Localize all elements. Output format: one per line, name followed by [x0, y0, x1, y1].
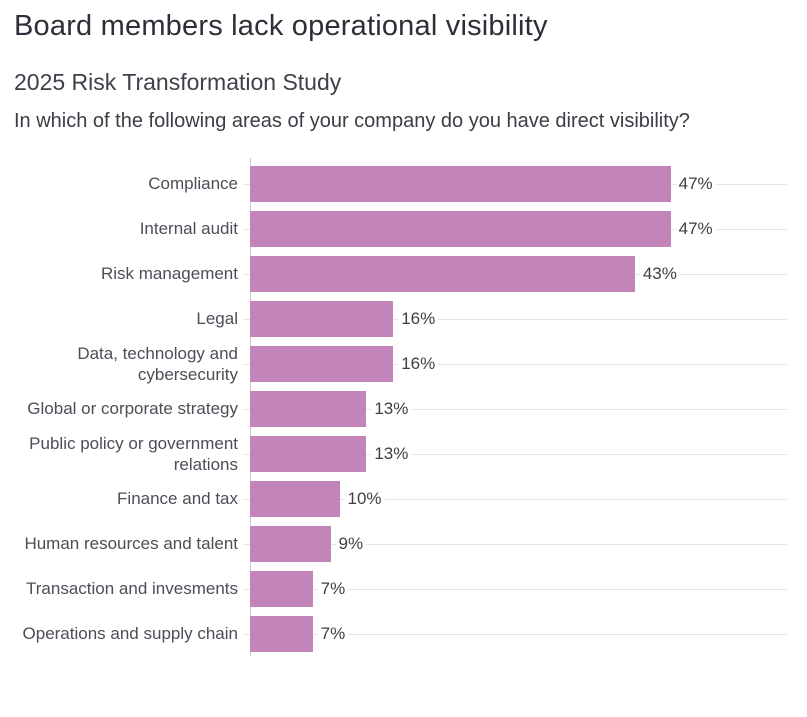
bar [250, 390, 367, 427]
bar [250, 435, 367, 472]
chart-row: Transaction and invesments 7% [0, 566, 807, 611]
category-label: Finance and tax [117, 489, 238, 508]
chart-row: Data, technology and cybersecurity 16% [0, 341, 807, 386]
bar [250, 525, 331, 562]
chart-row: Public policy or government relations 13% [0, 431, 807, 476]
category-label: Internal audit [139, 219, 238, 238]
bar [250, 615, 313, 652]
value-label: 47% [675, 172, 716, 195]
bar [250, 300, 394, 337]
value-label: 10% [344, 487, 385, 510]
gridline [243, 408, 787, 410]
category-label: Compliance [148, 174, 238, 193]
plot-area: 16% [243, 296, 787, 341]
value-label: 13% [371, 442, 412, 465]
gridline [243, 543, 787, 545]
chart-row: Legal 16% [0, 296, 807, 341]
plot-area: 7% [243, 611, 787, 656]
value-label: 7% [317, 622, 349, 645]
value-label: 13% [371, 397, 412, 420]
chart-question: In which of the following areas of your … [14, 110, 690, 132]
gridline [243, 318, 787, 320]
bar [250, 570, 313, 607]
bar [250, 255, 635, 292]
chart-row: Global or corporate strategy 13% [0, 386, 807, 431]
plot-area: 9% [243, 521, 787, 566]
chart-row: Internal audit 47% [0, 206, 807, 251]
chart-header: Board members lack operational visibilit… [0, 0, 807, 136]
plot-area: 47% [243, 206, 787, 251]
plot-area: 10% [243, 476, 787, 521]
chart-row: Compliance 47% [0, 161, 807, 206]
plot-area: 13% [243, 386, 787, 431]
plot-area: 16% [243, 341, 787, 386]
value-label: 43% [639, 262, 680, 285]
bar [250, 345, 394, 382]
gridline [243, 453, 787, 455]
gridline [243, 498, 787, 500]
category-label: Public policy or government relations [29, 433, 238, 474]
bar [250, 210, 671, 247]
category-label: Data, technology and cybersecurity [77, 343, 238, 384]
chart-row: Operations and supply chain 7% [0, 611, 807, 656]
bar-chart: Compliance 47% Internal audit 47% Risk manag… [0, 158, 807, 656]
plot-area: 13% [243, 431, 787, 476]
category-label: Transaction and invesments [26, 579, 238, 598]
value-label: 9% [335, 532, 367, 555]
category-label: Human resources and talent [24, 534, 238, 553]
value-label: 16% [398, 307, 439, 330]
bar [250, 480, 340, 517]
category-label: Operations and supply chain [22, 624, 238, 643]
value-label: 7% [317, 577, 349, 600]
chart-row: Human resources and talent 9% [0, 521, 807, 566]
chart-row: Risk management 43% [0, 251, 807, 296]
category-label: Legal [196, 309, 238, 328]
value-label: 47% [675, 217, 716, 240]
plot-area: 47% [243, 161, 787, 206]
value-label: 16% [398, 352, 439, 375]
bar [250, 165, 671, 202]
plot-area: 43% [243, 251, 787, 296]
category-label: Global or corporate strategy [27, 399, 238, 418]
plot-area: 7% [243, 566, 787, 611]
chart-subtitle: 2025 Risk Transformation Study [14, 69, 342, 95]
page-title: Board members lack operational visibilit… [14, 10, 548, 42]
gridline [243, 588, 787, 590]
gridline [243, 633, 787, 635]
gridline [243, 363, 787, 365]
chart-rows: Compliance 47% Internal audit 47% Risk manag… [0, 161, 807, 656]
category-label: Risk management [100, 264, 238, 283]
chart-row: Finance and tax 10% [0, 476, 807, 521]
